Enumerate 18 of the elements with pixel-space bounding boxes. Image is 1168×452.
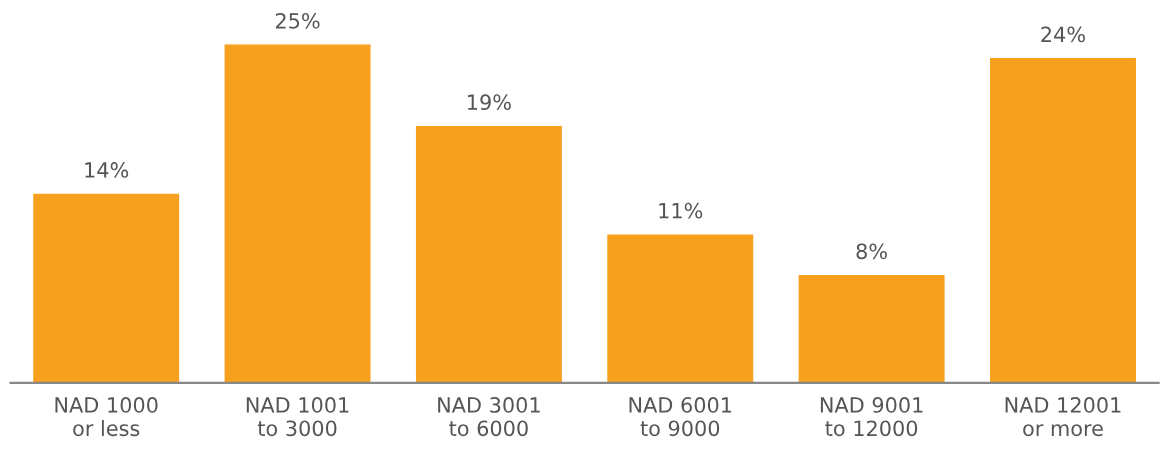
x-tick-label: NAD 1000 or less bbox=[55, 397, 158, 437]
x-tick-label: NAD 1001 to 3000 bbox=[246, 397, 349, 437]
bar bbox=[988, 56, 1138, 383]
x-tick-label: NAD 6001 to 9000 bbox=[629, 397, 732, 437]
bar bbox=[31, 192, 181, 383]
data-label: 19% bbox=[468, 94, 511, 111]
x-tick-label: NAD 3001 to 6000 bbox=[438, 397, 540, 437]
bar bbox=[797, 273, 946, 383]
data-label: 24% bbox=[1041, 26, 1085, 43]
bar bbox=[223, 43, 372, 383]
x-tick-label: NAD 9001 to 12000 bbox=[820, 397, 923, 437]
bar bbox=[414, 124, 564, 383]
data-label: 14% bbox=[85, 162, 129, 178]
data-label: 25% bbox=[275, 12, 320, 29]
data-label: 11% bbox=[659, 202, 703, 219]
bar bbox=[605, 232, 755, 383]
x-tick-label: NAD 12001 or more bbox=[1005, 397, 1121, 437]
data-label: 8% bbox=[856, 243, 887, 260]
